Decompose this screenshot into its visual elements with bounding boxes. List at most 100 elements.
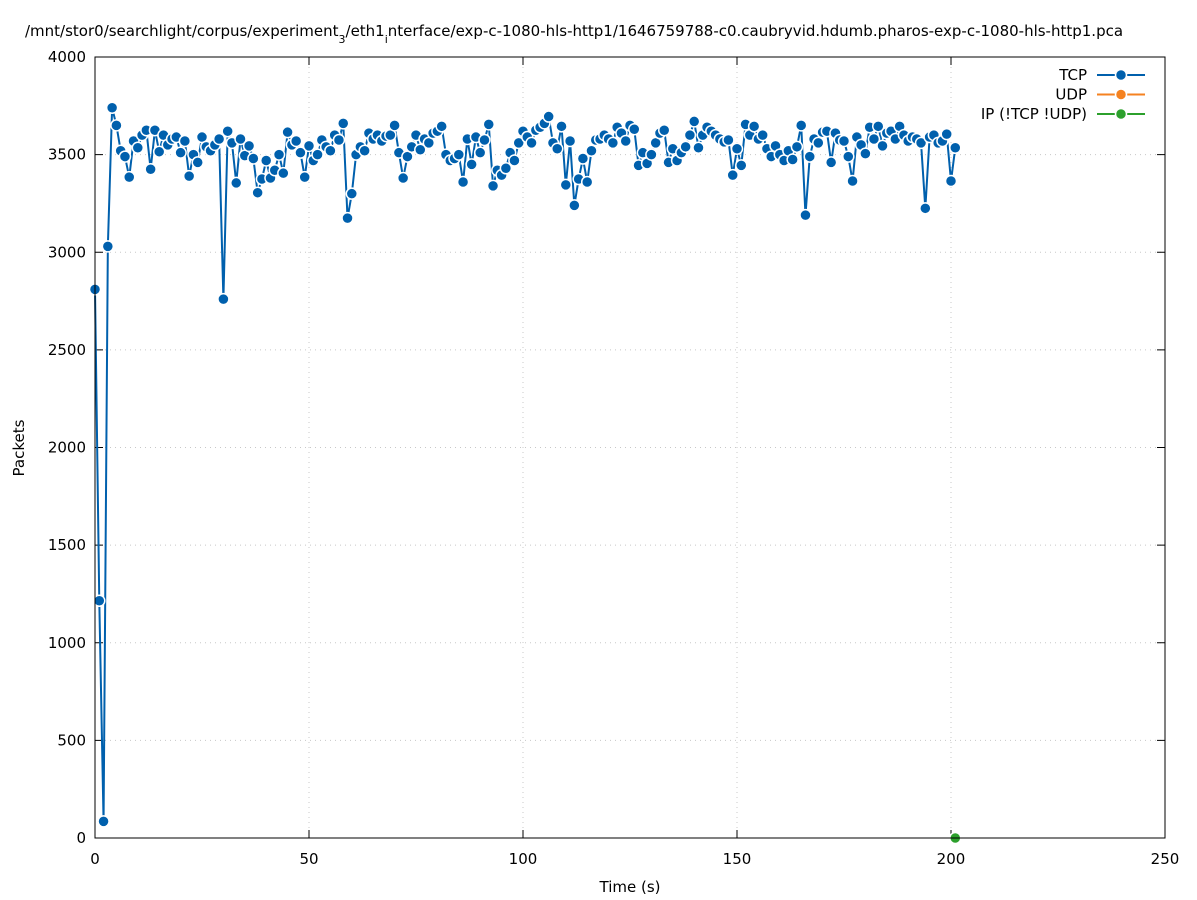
series-line [94,107,957,822]
x-tick-label: 250 [1151,850,1180,868]
data-point [580,175,594,189]
x-axis-label: Time (s) [599,878,661,896]
data-point [289,134,303,148]
data-point [576,152,590,165]
chart-title: /mnt/stor0/searchlight/corpus/experiment… [25,22,1123,46]
data-point [482,118,496,131]
legend-label: UDP [1055,86,1087,104]
data-point [110,119,123,132]
data-point [131,141,145,155]
data-point [919,202,932,215]
data-point [465,158,478,171]
data-point [281,125,294,139]
data-point [478,133,491,147]
plot-border [94,56,1166,839]
data-point [657,123,671,137]
data-point [794,119,808,132]
data-point [105,101,119,115]
y-tick-label: 4000 [48,48,86,66]
data-point [555,120,568,133]
data-point [294,146,307,159]
data-point [859,147,872,160]
data-point [837,134,851,148]
title-subscript: i [385,33,388,46]
data-point [525,136,538,150]
data-point [756,128,769,142]
data-point [247,152,260,165]
data-point [944,174,958,188]
data-point [97,815,110,828]
data-point [730,142,744,156]
y-tick-label: 1500 [48,536,86,554]
data-point [144,163,157,176]
data-point [311,148,324,161]
y-tick-label: 2000 [48,439,86,457]
title-part: /eth1 [346,22,385,40]
data-point [336,117,350,130]
data-point [606,136,620,150]
data-point [396,171,410,185]
data-point [486,179,500,193]
data-point [747,120,761,133]
data-point [452,148,466,161]
data-point [272,148,286,161]
data-point [182,169,196,183]
legend-label: IP (!TCP !UDP) [981,105,1087,123]
data-point [388,119,401,132]
data-point [550,142,564,156]
data-point [692,141,705,155]
data-point [473,146,487,159]
data-point [940,127,953,141]
y-tick-label: 2500 [48,341,86,359]
y-tick-label: 0 [76,829,86,847]
data-point [799,208,812,222]
data-point [846,174,859,188]
data-point [302,139,316,153]
y-tick-label: 3000 [48,243,86,261]
data-point [259,154,273,167]
data-point [824,156,838,169]
data-point [191,156,204,169]
data-point [178,134,192,148]
x-tick-label: 200 [937,850,966,868]
data-point [619,134,632,148]
data-point [683,128,697,142]
data-point [876,139,889,153]
data-point [687,115,701,128]
data-point [679,140,692,154]
data-point [234,132,247,146]
x-tick-label: 50 [299,850,318,868]
title-part: nterface/exp-c-1080-hls-http1/1646759788… [388,22,1123,40]
legend-marker [1114,107,1128,121]
data-point [332,133,346,147]
x-tick-label: 150 [723,850,752,868]
data-point [790,140,804,154]
data-point [786,153,799,166]
data-point [508,154,521,167]
plot-area [88,101,962,845]
data-point [242,139,256,153]
data-point [842,150,855,163]
data-point [101,240,115,253]
data-point [803,150,817,163]
data-point [345,187,359,200]
data-point [645,148,658,161]
data-point [867,132,881,146]
data-point [152,145,166,158]
y-axis-label: Packets [10,419,28,476]
title-subscript: 3 [339,33,346,46]
data-point [221,124,234,138]
legend-marker [1114,88,1128,101]
x-tick-label: 0 [90,850,100,868]
data-point [914,136,928,150]
y-tick-label: 500 [57,731,86,749]
data-point [542,110,555,123]
data-point [217,292,230,306]
data-point [559,178,573,192]
data-point [435,120,448,133]
x-tick-label: 100 [509,850,538,868]
data-point [358,144,371,157]
data-point [229,176,243,190]
data-point [324,144,337,157]
